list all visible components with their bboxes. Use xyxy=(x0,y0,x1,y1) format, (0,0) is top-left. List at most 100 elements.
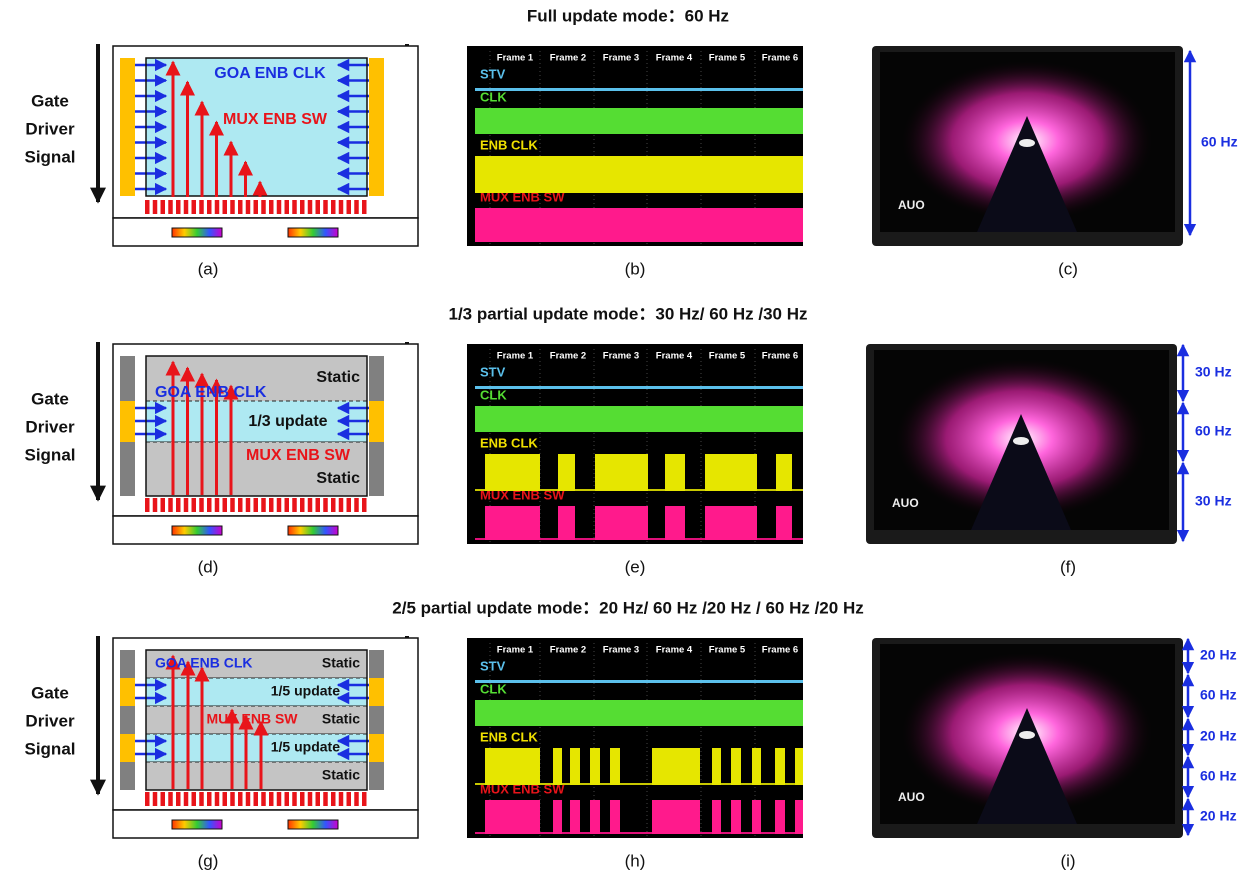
caption: (a) xyxy=(198,259,219,278)
diagram-label: Static xyxy=(322,767,360,783)
frame-label: Frame 1 xyxy=(497,53,534,64)
mux-switch xyxy=(215,792,220,806)
source-ic xyxy=(288,228,338,237)
stv-trace xyxy=(475,680,803,683)
frame-label: Frame 2 xyxy=(550,351,586,362)
rate-label: 20 Hz xyxy=(1200,647,1237,663)
mux-switch xyxy=(230,498,235,512)
mux-switch xyxy=(354,498,359,512)
gate-driver xyxy=(120,734,135,762)
mux-switch xyxy=(184,498,189,512)
source-ic xyxy=(172,526,222,535)
caption: (b) xyxy=(625,259,646,278)
frame-label: Frame 4 xyxy=(656,645,693,656)
enb-pulse xyxy=(652,748,700,785)
diagram-label: MUX ENB SW xyxy=(207,711,299,727)
caption: (g) xyxy=(198,851,219,870)
mux-switch xyxy=(308,498,313,512)
figure: Full update mode：60 HzGateDriverSignalGO… xyxy=(0,0,1257,877)
mux-switch xyxy=(145,498,150,512)
enb-pulse xyxy=(705,454,757,491)
photo-light xyxy=(1013,437,1029,445)
rate-label: 60 Hz xyxy=(1195,423,1232,439)
rate-label: 30 Hz xyxy=(1195,493,1232,509)
enb-pulse xyxy=(595,454,648,491)
source-ic xyxy=(172,228,222,237)
signal-label: STV xyxy=(480,66,506,81)
row-title: 1/3 partial update mode：30 Hz/ 60 Hz /30… xyxy=(448,304,807,323)
mux-pulse xyxy=(652,800,700,834)
driver-ic-strip xyxy=(113,810,418,838)
diagram-label: Static xyxy=(322,655,360,671)
mux-switch xyxy=(254,498,259,512)
mux-switch xyxy=(339,200,344,214)
mux-switch xyxy=(223,792,228,806)
rate-label: 60 Hz xyxy=(1200,687,1237,703)
mux-pulse xyxy=(775,800,785,834)
diagram-label: Static xyxy=(316,470,360,487)
diagram-label: GOA ENB CLK xyxy=(214,65,326,82)
row-title: 2/5 partial update mode：20 Hz/ 60 Hz /20… xyxy=(392,598,863,617)
mux-switch xyxy=(285,792,290,806)
mux-switch xyxy=(161,498,166,512)
stv-trace xyxy=(475,88,803,91)
mux-pulse xyxy=(752,800,761,834)
diagram-label: Static xyxy=(322,711,360,727)
mux-switch xyxy=(347,498,352,512)
gate-driver xyxy=(369,356,384,401)
frame-label: Frame 2 xyxy=(550,645,586,656)
clk-trace xyxy=(475,700,803,726)
caption: (f) xyxy=(1060,557,1076,576)
gate-driver xyxy=(120,401,135,442)
photo-logo: AUO xyxy=(892,496,919,510)
gate-driver xyxy=(369,442,384,496)
mux-switch xyxy=(316,792,321,806)
stv-trace xyxy=(475,386,803,389)
signal-label: ENB CLK xyxy=(480,729,538,744)
mux-switch xyxy=(246,498,251,512)
side-label: Signal xyxy=(24,445,75,464)
mux-switch xyxy=(246,792,251,806)
mux-switch xyxy=(269,200,274,214)
mux-switch xyxy=(254,200,259,214)
enb-pulse xyxy=(475,156,803,193)
mux-switch xyxy=(238,200,243,214)
mux-pulse xyxy=(776,506,792,540)
mux-switch xyxy=(285,200,290,214)
side-label: Driver xyxy=(25,711,75,730)
gate-driver xyxy=(120,678,135,706)
gate-driver xyxy=(120,356,135,401)
diagram-label: MUX ENB SW xyxy=(223,111,328,128)
gate-driver xyxy=(369,762,384,790)
mux-switch xyxy=(161,792,166,806)
side-label: Driver xyxy=(25,417,75,436)
signal-label: CLK xyxy=(480,387,507,402)
frame-label: Frame 6 xyxy=(762,53,798,64)
clk-trace xyxy=(475,108,803,134)
mux-switch xyxy=(145,200,150,214)
mux-pulse xyxy=(590,800,600,834)
rate-label: 60 Hz xyxy=(1201,134,1238,150)
mux-switch xyxy=(261,498,266,512)
photo-light xyxy=(1019,731,1035,739)
frame-label: Frame 6 xyxy=(762,645,798,656)
rate-label: 30 Hz xyxy=(1195,364,1232,380)
mux-switch xyxy=(362,498,367,512)
mux-switch xyxy=(176,200,181,214)
side-label: Gate xyxy=(31,389,69,408)
mux-switch xyxy=(230,200,235,214)
mux-switch xyxy=(184,792,189,806)
mux-switch xyxy=(161,200,166,214)
mux-switch xyxy=(300,792,305,806)
frame-label: Frame 5 xyxy=(709,53,746,64)
frame-label: Frame 5 xyxy=(709,645,746,656)
mux-switch xyxy=(362,200,367,214)
mux-switch xyxy=(354,200,359,214)
enb-pulse xyxy=(731,748,741,785)
gate-driver xyxy=(120,762,135,790)
mux-pulse xyxy=(553,800,562,834)
mux-switch xyxy=(207,200,212,214)
rate-label: 20 Hz xyxy=(1200,728,1237,744)
frame-label: Frame 6 xyxy=(762,351,798,362)
side-label: Signal xyxy=(24,739,75,758)
